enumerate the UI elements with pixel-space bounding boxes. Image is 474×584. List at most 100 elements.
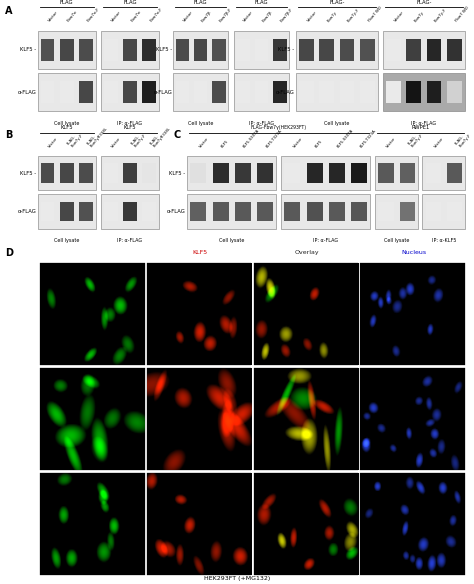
Text: Fbw7β-F: Fbw7β-F bbox=[280, 7, 294, 23]
Text: KLF5 -: KLF5 - bbox=[20, 47, 36, 53]
Text: KLF5 -: KLF5 - bbox=[156, 47, 172, 53]
Bar bbox=[378, 201, 394, 221]
Bar bbox=[307, 201, 322, 221]
Bar bbox=[175, 81, 189, 103]
Text: Fbw7 WD: Fbw7 WD bbox=[455, 6, 470, 23]
Text: KLF5: KLF5 bbox=[124, 125, 137, 130]
Bar bbox=[212, 39, 226, 61]
Text: Fbw7β: Fbw7β bbox=[44, 415, 62, 420]
Bar bbox=[235, 163, 251, 183]
Bar bbox=[307, 163, 322, 183]
Text: α-FLAG: α-FLAG bbox=[153, 90, 172, 95]
Text: Cell lysate: Cell lysate bbox=[188, 121, 213, 127]
Text: A: A bbox=[5, 6, 12, 16]
Bar bbox=[142, 201, 156, 221]
Text: Vector: Vector bbox=[47, 10, 59, 23]
Bar bbox=[254, 263, 358, 365]
Text: FLAG-
Fbw7γR338L: FLAG- Fbw7γR338L bbox=[149, 124, 172, 148]
Bar bbox=[123, 81, 137, 103]
Text: Fbw7γ-F: Fbw7γ-F bbox=[347, 8, 361, 23]
Bar bbox=[254, 473, 358, 575]
Text: Vector: Vector bbox=[111, 10, 122, 23]
Text: B: B bbox=[5, 130, 12, 140]
Text: α-FLAG: α-FLAG bbox=[275, 90, 294, 95]
Bar bbox=[101, 156, 159, 190]
Text: KLF5: KLF5 bbox=[315, 138, 324, 148]
Bar bbox=[101, 31, 159, 69]
Bar bbox=[104, 39, 118, 61]
Text: Vector: Vector bbox=[433, 136, 444, 148]
Text: Vector: Vector bbox=[386, 136, 397, 148]
Bar bbox=[187, 194, 276, 229]
Bar bbox=[273, 39, 287, 61]
Text: Overlay: Overlay bbox=[295, 250, 319, 255]
Bar bbox=[383, 31, 465, 69]
Bar bbox=[422, 156, 465, 190]
Bar bbox=[147, 263, 251, 365]
Text: Vector: Vector bbox=[393, 11, 405, 23]
Bar bbox=[147, 473, 251, 575]
Bar bbox=[284, 163, 301, 183]
Bar bbox=[257, 201, 273, 221]
Bar bbox=[79, 39, 93, 61]
Text: FLAG-
Fbw7γ-F: FLAG- Fbw7γ-F bbox=[408, 130, 425, 148]
Bar bbox=[191, 163, 206, 183]
Text: Vector: Vector bbox=[292, 136, 303, 148]
Bar bbox=[38, 194, 96, 229]
Text: IP: α-FLAG: IP: α-FLAG bbox=[411, 121, 437, 127]
Bar bbox=[400, 163, 415, 183]
Text: FLAG-: FLAG- bbox=[329, 0, 345, 5]
Bar bbox=[60, 81, 73, 103]
Bar bbox=[60, 39, 73, 61]
Text: IP: α-FLAG: IP: α-FLAG bbox=[118, 238, 143, 244]
Bar bbox=[173, 74, 228, 112]
Text: FLAG-
Fbw7γ-F: FLAG- Fbw7γ-F bbox=[455, 130, 472, 148]
Text: KLF5-S303A: KLF5-S303A bbox=[337, 128, 355, 148]
Text: Fbw7β: Fbw7β bbox=[201, 10, 212, 23]
Bar bbox=[281, 194, 370, 229]
Bar bbox=[191, 201, 206, 221]
Bar bbox=[351, 163, 367, 183]
Bar bbox=[142, 81, 156, 103]
Bar bbox=[254, 368, 358, 470]
Bar bbox=[104, 81, 118, 103]
Bar bbox=[340, 81, 355, 103]
Text: α-FLAG: α-FLAG bbox=[17, 90, 36, 95]
Bar bbox=[60, 163, 73, 183]
Text: Vector: Vector bbox=[243, 10, 255, 23]
Text: Fbw7γ: Fbw7γ bbox=[414, 11, 425, 23]
Bar bbox=[187, 156, 276, 190]
Text: KLF5 -: KLF5 - bbox=[278, 47, 294, 53]
Bar bbox=[375, 156, 418, 190]
Text: Vector: Vector bbox=[111, 136, 122, 148]
Bar bbox=[101, 74, 159, 112]
Text: Fbw7 WD: Fbw7 WD bbox=[367, 6, 383, 23]
Bar bbox=[400, 201, 415, 221]
Text: FLAG-
Fbw7γR338L: FLAG- Fbw7γR338L bbox=[86, 124, 109, 148]
Text: FLAG: FLAG bbox=[60, 0, 73, 5]
Bar bbox=[38, 74, 96, 112]
Text: IP: α-KLF5: IP: α-KLF5 bbox=[432, 238, 456, 244]
Bar bbox=[142, 163, 156, 183]
Text: Nucleus: Nucleus bbox=[401, 250, 426, 255]
Bar bbox=[194, 81, 207, 103]
Bar bbox=[284, 201, 301, 221]
Bar bbox=[104, 163, 118, 183]
Bar bbox=[40, 473, 145, 575]
Bar bbox=[142, 39, 156, 61]
Text: IP: α-FLAG: IP: α-FLAG bbox=[313, 238, 338, 244]
Bar bbox=[175, 39, 189, 61]
Text: Fbw7α: Fbw7α bbox=[44, 310, 63, 315]
Text: C: C bbox=[173, 130, 180, 140]
Text: Fbw7γ-F: Fbw7γ-F bbox=[434, 8, 448, 23]
Bar bbox=[41, 163, 55, 183]
Bar bbox=[281, 156, 370, 190]
Bar bbox=[41, 39, 55, 61]
Bar bbox=[40, 263, 145, 365]
Bar bbox=[386, 81, 401, 103]
Text: KLF5: KLF5 bbox=[60, 125, 73, 130]
Text: KLF5 -: KLF5 - bbox=[169, 171, 185, 176]
Bar bbox=[360, 263, 465, 365]
Bar bbox=[194, 39, 207, 61]
Bar bbox=[383, 74, 465, 112]
